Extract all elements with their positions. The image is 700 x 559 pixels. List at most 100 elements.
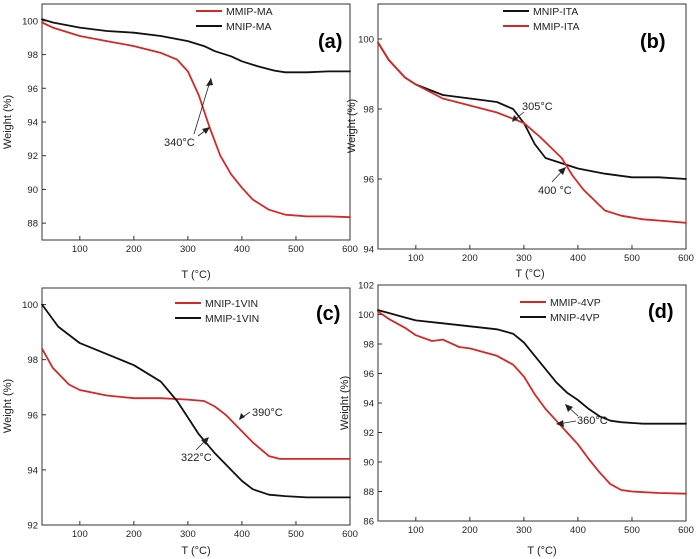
series-line-mmip-1vin-1 bbox=[41, 303, 351, 499]
panel-c-xlabel: T (°C) bbox=[181, 545, 210, 557]
panel-c-label: (c) bbox=[316, 303, 340, 325]
y-tick-label: 92 bbox=[363, 428, 374, 439]
panel-a-series bbox=[41, 18, 351, 219]
panel-d-label: (d) bbox=[648, 301, 674, 323]
x-tick-label: 200 bbox=[462, 253, 478, 264]
series-line-mmip-1vin-0 bbox=[41, 347, 351, 460]
panel-b: 100 200 300 400 500 600 94 96 98 100 Weight (%) T… bbox=[346, 3, 694, 280]
series-line-mnip-ma-1 bbox=[41, 18, 351, 74]
panel-b-legend: MNIP-ITA MMIP-ITA bbox=[503, 6, 579, 33]
x-tick-label: 100 bbox=[408, 253, 424, 264]
panel-c-annotation: 390°C 322°C bbox=[181, 407, 283, 464]
arrowhead-360c-upper bbox=[565, 404, 573, 412]
panel-a-annotation: 340°C bbox=[164, 77, 213, 149]
y-tick-label: 96 bbox=[27, 410, 38, 421]
panel-d-xlabel: T (°C) bbox=[527, 545, 556, 557]
y-tick-label: 96 bbox=[363, 369, 374, 380]
x-tick-label: 200 bbox=[462, 525, 478, 536]
x-tick-label: 500 bbox=[624, 525, 640, 536]
panel-a: 100 200 300 400 500 600 88 90 92 94 96 98 100 Weight… bbox=[2, 3, 358, 281]
y-tick-label: 90 bbox=[27, 185, 38, 196]
annotation-340c: 340°C bbox=[164, 137, 195, 149]
y-tick-label: 100 bbox=[358, 35, 374, 46]
legend-label-mmip-ma: MMIP-MA bbox=[226, 6, 273, 18]
panel-c-series bbox=[41, 303, 351, 499]
arrowhead-305c bbox=[512, 115, 518, 122]
x-tick-label: 200 bbox=[126, 529, 142, 540]
y-tick-label: 102 bbox=[358, 281, 374, 292]
series-line-mmip-ma-0 bbox=[41, 21, 351, 219]
x-tick-label: 500 bbox=[288, 244, 304, 255]
legend-label-mnip-1vin: MNIP-1VIN bbox=[205, 298, 258, 310]
y-tick-label: 92 bbox=[27, 521, 38, 532]
x-tick-label: 200 bbox=[126, 244, 142, 255]
y-tick-label: 94 bbox=[27, 465, 38, 476]
y-tick-label: 88 bbox=[27, 219, 38, 230]
x-tick-label: 600 bbox=[678, 525, 694, 536]
legend-label-mmip-1vin: MMIP-1VIN bbox=[205, 313, 259, 325]
y-tick-label: 98 bbox=[363, 340, 374, 351]
panel-a-xlabel: T (°C) bbox=[181, 269, 210, 281]
panel-a-ticks: 100 200 300 400 500 600 88 90 92 94 96 98 100 bbox=[22, 16, 358, 255]
legend-label-mnip-4vp: MNIP-4VP bbox=[550, 312, 600, 324]
y-tick-label: 100 bbox=[358, 310, 374, 321]
series-line-mmip-ita-1 bbox=[377, 41, 687, 224]
panel-b-xlabel: T (°C) bbox=[515, 268, 544, 280]
panel-b-ticks: 100 200 300 400 500 600 94 96 98 100 bbox=[358, 35, 694, 265]
panel-d-legend: MMIP-4VP MNIP-4VP bbox=[520, 297, 601, 324]
arrowhead-mmip-ma bbox=[202, 127, 210, 134]
x-tick-label: 600 bbox=[678, 253, 694, 264]
panel-b-series bbox=[377, 41, 687, 224]
annotation-400c: 400 °C bbox=[538, 185, 572, 197]
panel-a-ylabel: Weight (%) bbox=[2, 95, 14, 149]
y-tick-label: 94 bbox=[363, 245, 374, 256]
panel-a-label: (a) bbox=[318, 31, 342, 53]
y-tick-label: 96 bbox=[363, 175, 374, 186]
panel-c: 100 200 300 400 500 600 92 94 96 98 100 Weight (%)… bbox=[2, 287, 358, 557]
y-tick-label: 98 bbox=[27, 355, 38, 366]
panel-d-annotation: 360°C bbox=[556, 404, 608, 427]
panel-c-ylabel: Weight (%) bbox=[2, 379, 14, 433]
arrowhead-322c bbox=[201, 437, 209, 445]
x-tick-label: 600 bbox=[342, 244, 358, 255]
x-tick-label: 300 bbox=[180, 529, 196, 540]
y-tick-label: 88 bbox=[363, 487, 374, 498]
x-tick-label: 100 bbox=[408, 525, 424, 536]
annotation-360c: 360°C bbox=[577, 415, 608, 427]
panel-d-ylabel: Weight (%) bbox=[339, 376, 351, 430]
legend-label-mmip-ita: MMIP-ITA bbox=[533, 21, 579, 33]
panel-a-legend: MMIP-MA MNIP-MA bbox=[196, 6, 273, 33]
x-tick-label: 400 bbox=[234, 244, 250, 255]
arrowhead-390c bbox=[239, 413, 245, 420]
arrowhead-400c bbox=[558, 167, 566, 175]
panel-b-frame bbox=[377, 3, 687, 250]
y-tick-label: 96 bbox=[27, 84, 38, 95]
y-tick-label: 86 bbox=[363, 517, 374, 528]
y-tick-label: 94 bbox=[363, 399, 374, 410]
y-tick-label: 98 bbox=[27, 50, 38, 61]
x-tick-label: 400 bbox=[570, 525, 586, 536]
panel-b-ylabel: Weight (%) bbox=[346, 99, 358, 153]
y-tick-label: 90 bbox=[363, 458, 374, 469]
arrowhead-mnip-ma bbox=[206, 78, 213, 86]
x-tick-label: 300 bbox=[180, 244, 196, 255]
panel-d: 100 200 300 400 500 600 86 88 90 92 94 96 98 100 102 W… bbox=[339, 281, 694, 558]
y-tick-label: 92 bbox=[27, 151, 38, 162]
panel-b-annotation: 305°C 400 °C bbox=[512, 101, 572, 197]
panel-d-ticks: 100 200 300 400 500 600 86 88 90 92 94 96 98 100 102 bbox=[358, 281, 694, 537]
x-tick-label: 500 bbox=[624, 253, 640, 264]
legend-label-mnip-ita: MNIP-ITA bbox=[533, 6, 578, 18]
x-tick-label: 400 bbox=[234, 529, 250, 540]
arrowhead-360c-lower bbox=[556, 420, 564, 427]
series-line-mnip-4vp-1 bbox=[377, 309, 687, 425]
panel-b-label: (b) bbox=[640, 31, 666, 53]
y-tick-label: 98 bbox=[363, 105, 374, 116]
x-tick-label: 100 bbox=[72, 529, 88, 540]
x-tick-label: 100 bbox=[72, 244, 88, 255]
annotation-390c: 390°C bbox=[252, 407, 283, 419]
y-tick-label: 100 bbox=[22, 16, 38, 27]
panel-d-series bbox=[377, 309, 687, 495]
x-tick-label: 400 bbox=[570, 253, 586, 264]
x-tick-label: 300 bbox=[516, 525, 532, 536]
